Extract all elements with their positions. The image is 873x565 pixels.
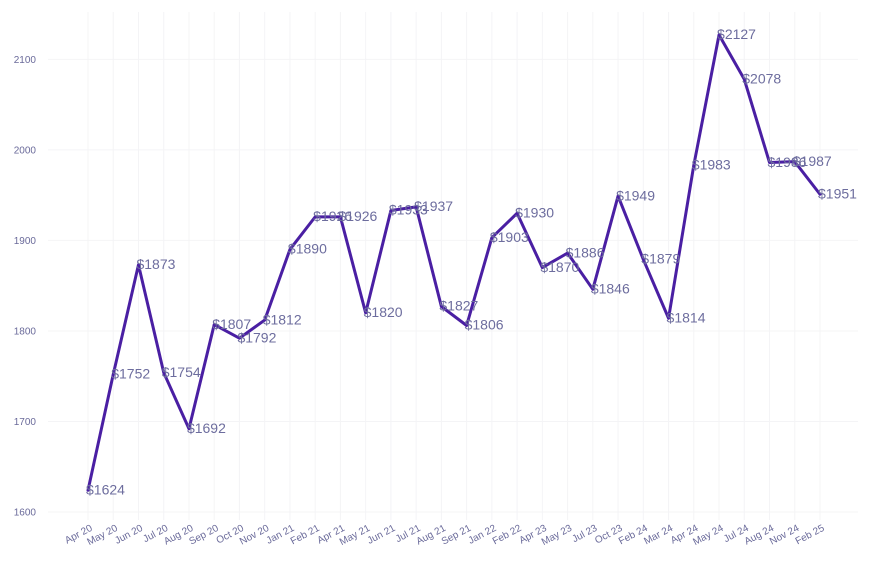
y-tick-label: 1600 (14, 508, 37, 519)
y-tick-label: 2100 (14, 55, 37, 66)
data-label: $1879 (641, 251, 680, 267)
data-label: $1930 (515, 204, 554, 220)
data-label: $1926 (313, 208, 352, 224)
data-label: $1807 (212, 316, 251, 332)
data-label: $2078 (742, 70, 781, 86)
data-label: $1951 (818, 185, 857, 201)
y-tick-label: 1700 (14, 417, 37, 428)
y-tick-label: 2000 (14, 145, 37, 156)
data-label: $1873 (136, 256, 175, 272)
x-tick-label: Jun 20 (113, 523, 145, 547)
data-label: $1870 (540, 259, 579, 275)
data-label: $2127 (717, 26, 756, 42)
data-label: $1903 (490, 229, 529, 245)
x-tick-label: Jun 21 (366, 523, 398, 547)
x-tick-label: Feb 25 (794, 523, 827, 548)
data-label: $1814 (667, 309, 706, 325)
data-label: $1937 (414, 198, 453, 214)
grid (48, 12, 858, 520)
data-label: $1624 (86, 481, 125, 497)
series-line (86, 33, 822, 492)
data-label: $1812 (263, 311, 302, 327)
data-label: $1820 (364, 304, 403, 320)
data-label: $1846 (591, 280, 630, 296)
data-label: $1886 (566, 244, 605, 260)
data-label: $1986 (768, 154, 807, 170)
data-label: $1890 (288, 241, 327, 257)
data-label: $1792 (237, 329, 276, 345)
data-label: $1949 (616, 187, 655, 203)
data-label: $1987 (793, 153, 832, 169)
data-labels: $1624 $1752 $1873 $1754 $1692 $1807$1792 $1812… (86, 26, 857, 497)
data-label: $1754 (162, 364, 201, 380)
y-axis: 1600 1700 1800 1900 2000 2100 (14, 55, 37, 519)
data-label: $1983 (692, 156, 731, 172)
y-tick-label: 1800 (14, 326, 37, 337)
data-label: $1827 (439, 298, 478, 314)
data-label: $1692 (187, 420, 226, 436)
series (86, 33, 822, 492)
y-tick-label: 1900 (14, 236, 37, 247)
data-label: $1806 (465, 317, 504, 333)
data-label: $1933 (389, 202, 428, 218)
data-label: $1926 (338, 208, 377, 224)
data-label: $1752 (111, 366, 150, 382)
